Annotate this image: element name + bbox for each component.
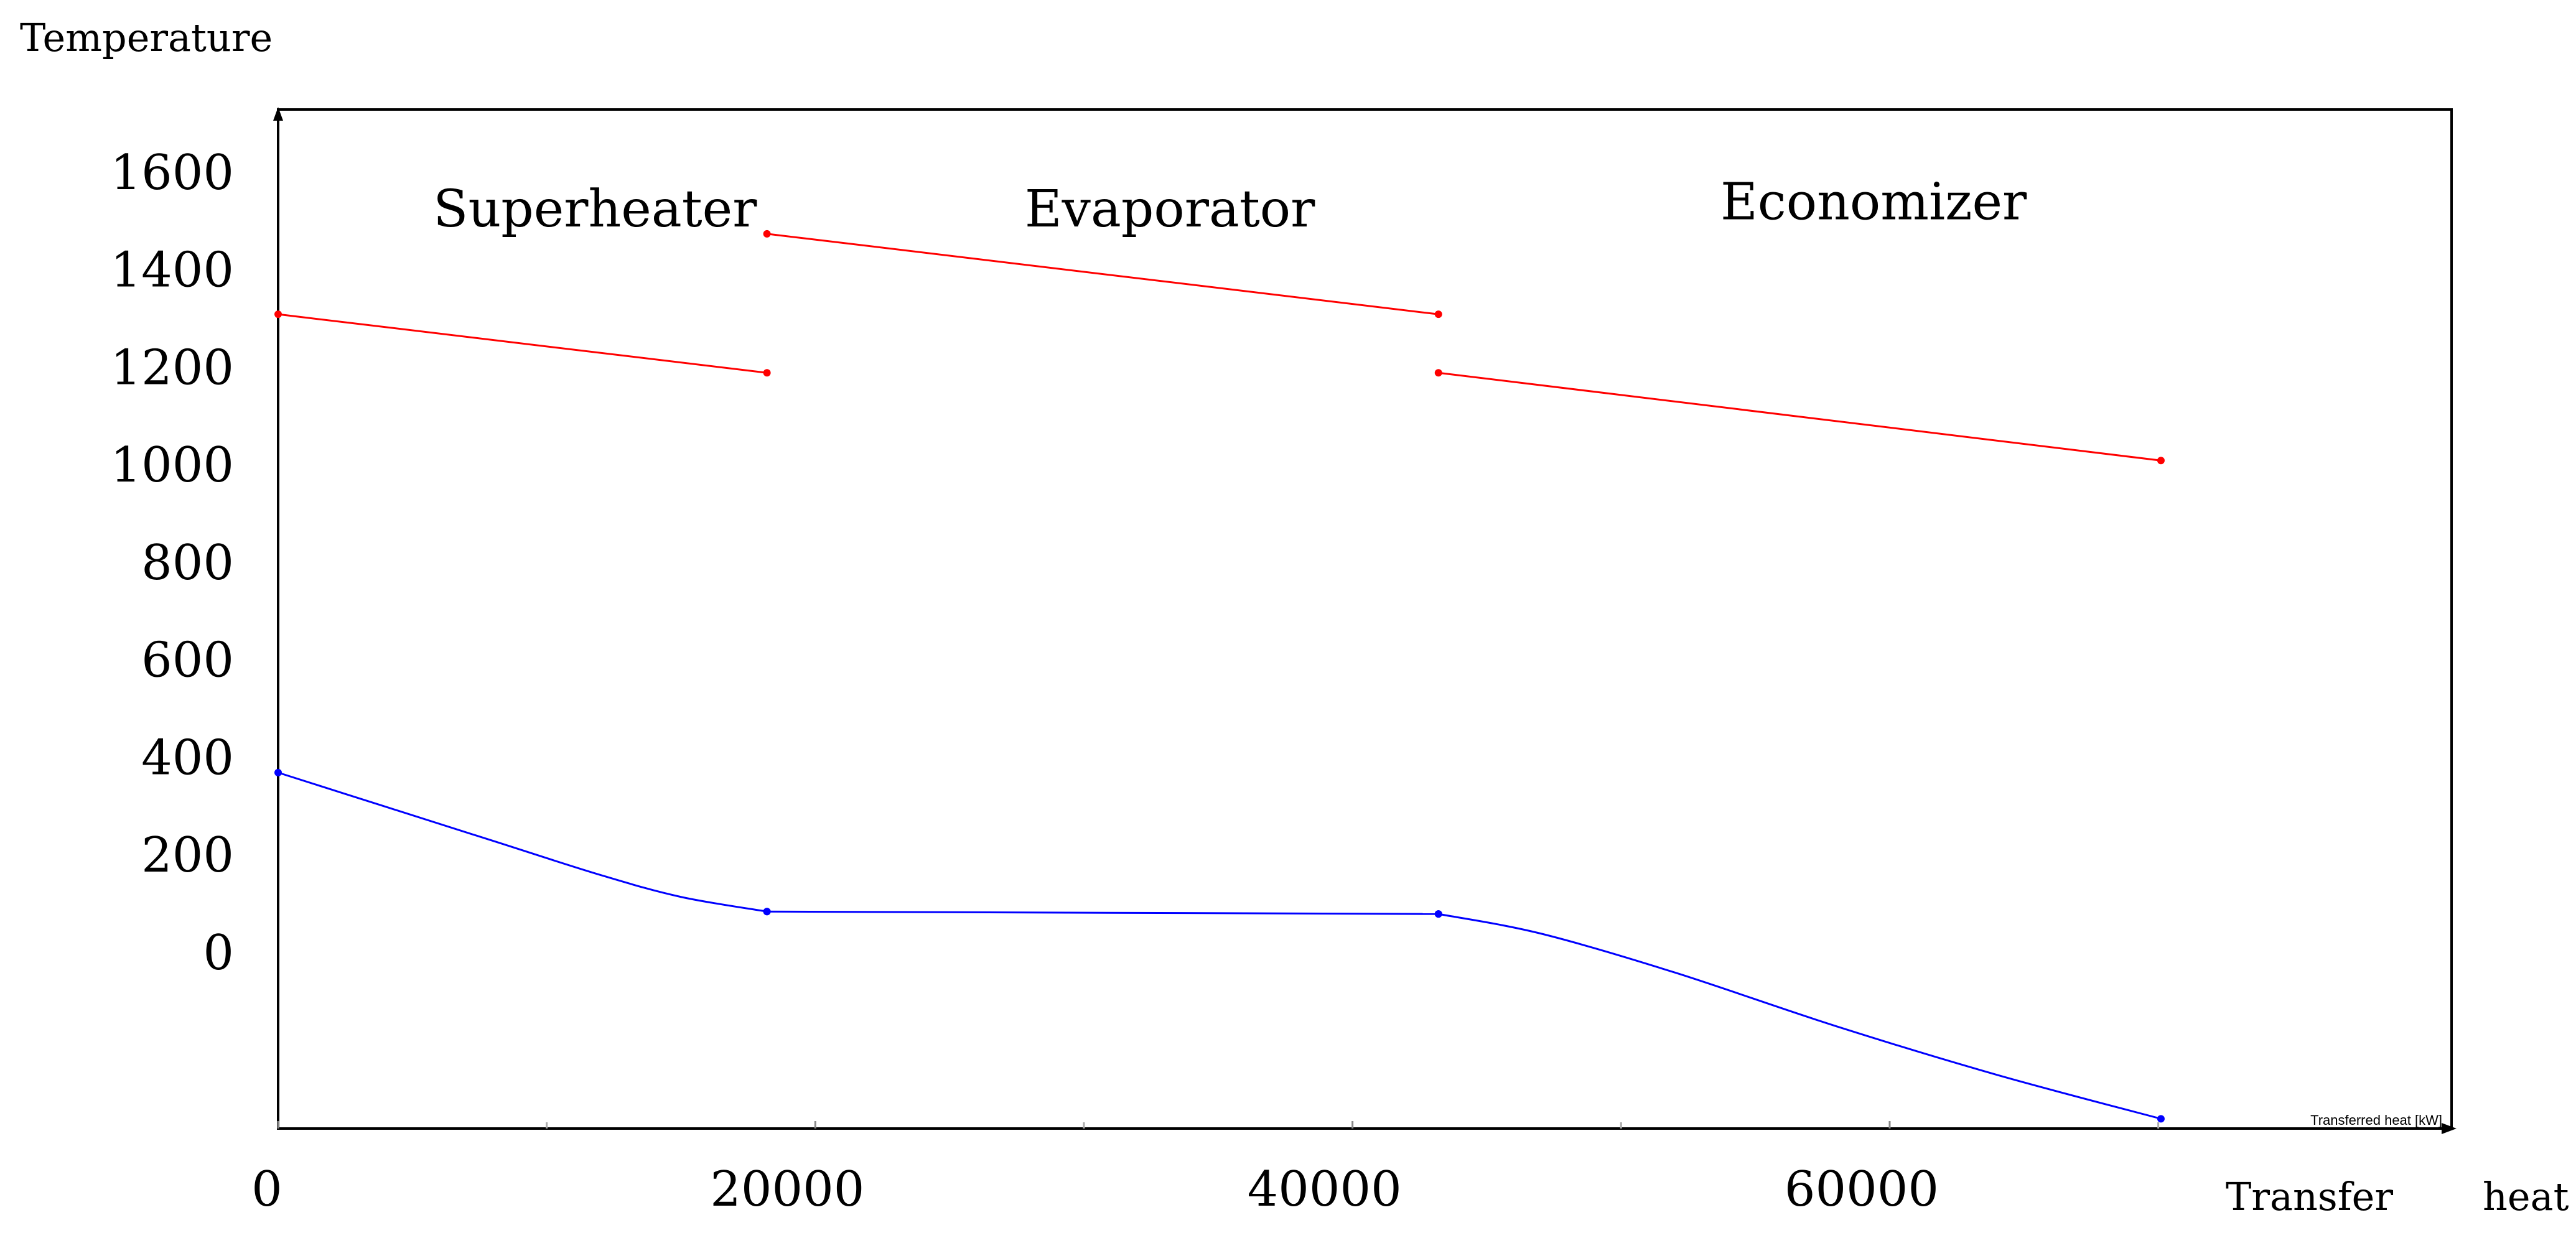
- inner-x-axis-note: Transferred heat [kW]: [2310, 1112, 2442, 1128]
- series-line: [278, 313, 767, 374]
- x-axis-title-word-2: heat: [2483, 1174, 2569, 1219]
- zone-label: Evaporator: [1025, 180, 1315, 239]
- data-point: [763, 230, 771, 238]
- y-tick-label: 800: [141, 535, 234, 591]
- x-tick-label: 20000: [710, 1162, 864, 1217]
- y-tick-label: 1400: [110, 243, 234, 299]
- zone-labels: Superheater Evaporator Economizer: [433, 172, 2027, 239]
- y-tick-label: 1600: [110, 145, 234, 201]
- series-line: [767, 910, 1439, 915]
- data-point: [2157, 1115, 2165, 1123]
- series-line: [278, 771, 767, 913]
- y-tick-label: 1000: [110, 437, 234, 493]
- data-point: [1434, 910, 1442, 918]
- data-point: [763, 369, 771, 377]
- x-tick-label: 0: [251, 1162, 282, 1217]
- y-tick-label: 200: [141, 827, 234, 883]
- y-axis-arrow: [273, 107, 283, 121]
- data-point: [274, 310, 282, 319]
- plot-frame: [277, 108, 2453, 1130]
- series-line: [1438, 913, 2162, 1120]
- series-line: [1438, 371, 2162, 462]
- series-lines: [274, 230, 2165, 1123]
- y-tick-label: 400: [141, 730, 234, 786]
- x-tick-label: 60000: [1785, 1162, 1939, 1217]
- data-point: [763, 908, 771, 916]
- y-tick-label: 600: [141, 633, 234, 689]
- x-axis-arrow: [2442, 1123, 2457, 1134]
- zone-label: Economizer: [1720, 172, 2027, 231]
- y-tick-label: 0: [203, 925, 234, 981]
- y-axis-title: Temperature: [20, 15, 273, 60]
- axis-ticks: 0 200 400 600 800 1000 1200 1400 1600 0 20000 40000…: [110, 107, 2457, 1217]
- x-tick-label: 40000: [1248, 1162, 1402, 1217]
- data-point: [1434, 310, 1442, 319]
- zone-label: Superheater: [433, 180, 757, 239]
- data-point: [1434, 369, 1442, 377]
- x-axis-title-word-1: Transfer: [2226, 1174, 2393, 1219]
- data-point: [274, 768, 282, 776]
- data-point: [2157, 457, 2165, 465]
- series-line: [767, 233, 1439, 315]
- y-tick-label: 1200: [110, 340, 234, 396]
